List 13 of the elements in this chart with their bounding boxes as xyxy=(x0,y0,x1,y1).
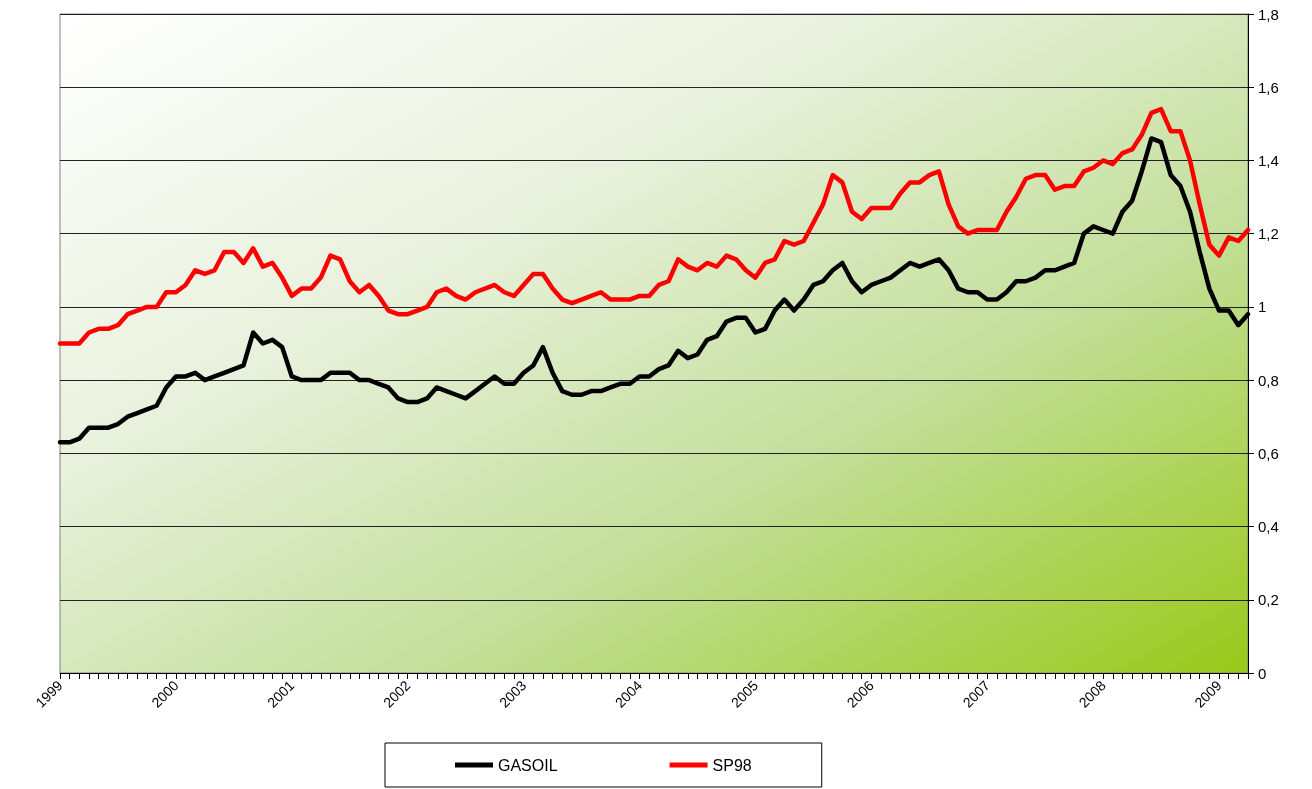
y-tick-label: 0,6 xyxy=(1258,444,1279,462)
y-tick-label: 0 xyxy=(1258,664,1267,682)
line-series xyxy=(57,106,1251,346)
legend-label: SP98 xyxy=(712,756,752,774)
y-tick-label: 1,8 xyxy=(1258,5,1279,23)
y-tick-label: 0,2 xyxy=(1258,591,1279,609)
y-tick-label: 0,4 xyxy=(1258,518,1279,536)
y-tick-label: 1,4 xyxy=(1258,151,1279,169)
y-tick-label: 1 xyxy=(1258,298,1267,316)
y-tick-label: 1,6 xyxy=(1258,78,1279,96)
legend-label: GASOIL xyxy=(498,756,558,774)
y-tick-label: 1,2 xyxy=(1258,225,1279,243)
y-tick-label: 0,8 xyxy=(1258,371,1279,389)
